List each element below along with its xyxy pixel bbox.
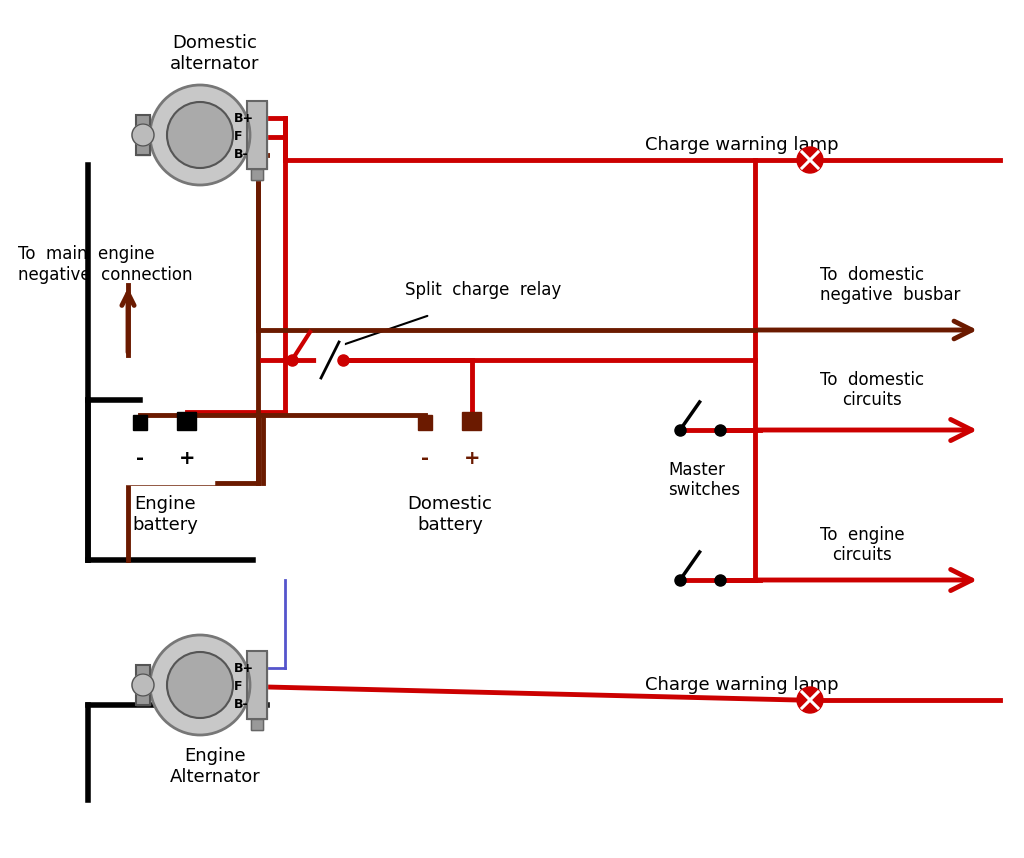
Bar (136, 115, 150, 155)
Bar (462, 412, 481, 430)
Bar (247, 651, 267, 719)
Text: -: - (421, 450, 429, 468)
Circle shape (797, 147, 823, 173)
Bar (251, 719, 263, 730)
Text: Engine
Alternator: Engine Alternator (170, 747, 260, 786)
Bar (247, 101, 267, 169)
Circle shape (132, 674, 154, 696)
Bar (177, 412, 196, 430)
Text: To  domestic
negative  busbar: To domestic negative busbar (820, 266, 961, 305)
Text: B-: B- (234, 148, 249, 161)
Bar (251, 169, 263, 180)
Text: B+: B+ (234, 662, 254, 674)
Text: To  domestic
circuits: To domestic circuits (820, 371, 924, 409)
Text: Split  charge  relay: Split charge relay (406, 281, 561, 299)
Text: To  engine
circuits: To engine circuits (820, 526, 904, 565)
Text: F: F (234, 680, 243, 693)
Text: Domestic
battery: Domestic battery (408, 495, 493, 534)
Bar (251, 169, 263, 180)
Bar (133, 414, 147, 430)
Bar (118, 427, 213, 482)
Circle shape (150, 635, 250, 735)
Bar (317, 338, 343, 382)
Bar (136, 115, 150, 155)
Bar (136, 665, 150, 705)
Text: Charge warning lamp: Charge warning lamp (645, 676, 839, 694)
Text: -: - (136, 450, 144, 468)
Bar (136, 665, 150, 705)
Text: B-: B- (234, 698, 249, 711)
Text: F: F (234, 130, 243, 143)
Bar (247, 651, 267, 719)
Text: B+: B+ (234, 112, 254, 124)
Text: Domestic
alternator: Domestic alternator (170, 34, 260, 73)
Circle shape (150, 85, 250, 185)
Bar (247, 101, 267, 169)
Text: Engine
battery: Engine battery (132, 495, 198, 534)
Text: +: + (464, 450, 480, 468)
Text: Charge warning lamp: Charge warning lamp (645, 136, 839, 154)
Circle shape (132, 124, 154, 146)
Text: +: + (179, 450, 196, 468)
Bar (402, 427, 498, 482)
Circle shape (167, 102, 233, 168)
Circle shape (797, 687, 823, 713)
Text: Master
switches: Master switches (668, 461, 740, 499)
Circle shape (167, 652, 233, 718)
Text: To  main  engine
negative  connection: To main engine negative connection (18, 245, 193, 284)
Bar (418, 414, 432, 430)
Bar (251, 719, 263, 730)
